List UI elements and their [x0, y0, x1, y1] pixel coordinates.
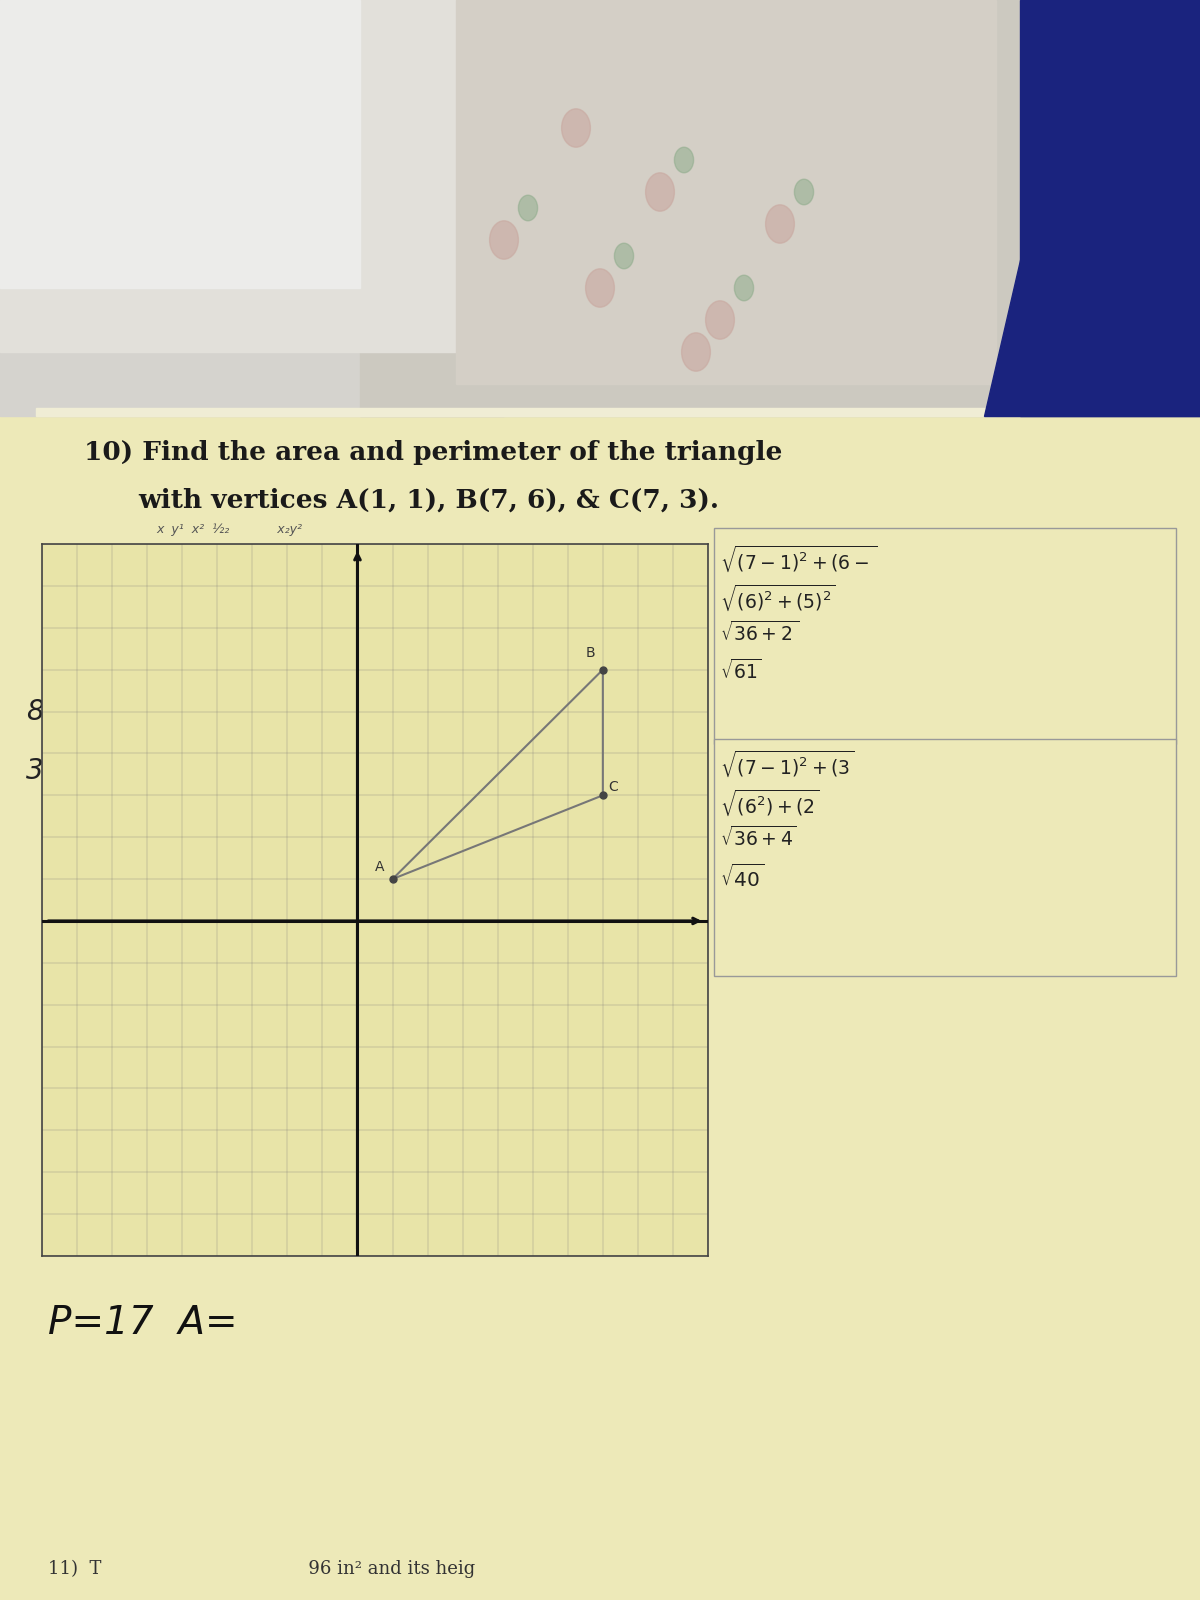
Text: with vertices A(1, 1), B(7, 6), & C(7, 3).: with vertices A(1, 1), B(7, 6), & C(7, 3…: [138, 488, 719, 514]
Circle shape: [734, 275, 754, 301]
Text: $\mathsf{\sqrt{(7-1)^2+(6-}}$: $\mathsf{\sqrt{(7-1)^2+(6-}}$: [720, 544, 877, 574]
Text: C: C: [608, 781, 618, 794]
Bar: [36, 408, 996, 416]
Circle shape: [674, 147, 694, 173]
Text: P=17  A=: P=17 A=: [48, 1304, 238, 1342]
Circle shape: [562, 109, 590, 147]
Circle shape: [766, 205, 794, 243]
Circle shape: [706, 301, 734, 339]
Bar: [1020, 0, 1200, 416]
Bar: [714, 739, 1176, 976]
Text: 10) Find the area and perimeter of the triangle: 10) Find the area and perimeter of the t…: [84, 440, 782, 466]
Text: 8: 8: [26, 698, 44, 726]
Text: $\mathsf{\sqrt{(6^2)+(2}}$: $\mathsf{\sqrt{(6^2)+(2}}$: [720, 787, 820, 818]
Text: $\mathsf{\sqrt{(6)^2+(5)^2}}$: $\mathsf{\sqrt{(6)^2+(5)^2}}$: [720, 582, 835, 613]
Text: A: A: [376, 859, 384, 874]
Bar: [0, 0, 360, 288]
Circle shape: [586, 269, 614, 307]
Text: x  y¹  x²  ½₂            x₂y²: x y¹ x² ½₂ x₂y²: [156, 523, 302, 536]
Text: $\mathsf{\sqrt{36+2\,}}$: $\mathsf{\sqrt{36+2\,}}$: [720, 621, 799, 645]
Circle shape: [794, 179, 814, 205]
Bar: [360, 0, 1020, 416]
Polygon shape: [984, 0, 1200, 416]
Circle shape: [646, 173, 674, 211]
Text: 11)  T                                    96 in² and its heig: 11) T 96 in² and its heig: [48, 1560, 475, 1578]
Circle shape: [490, 221, 518, 259]
Circle shape: [682, 333, 710, 371]
Bar: [0, 0, 504, 416]
Bar: [714, 528, 1176, 744]
Text: $\mathsf{\sqrt{(7-1)^2+(3}}$: $\mathsf{\sqrt{(7-1)^2+(3}}$: [720, 749, 854, 779]
Text: 3: 3: [26, 757, 44, 786]
Text: $\mathsf{\sqrt{61}}$: $\mathsf{\sqrt{61}}$: [720, 659, 762, 683]
Text: B: B: [586, 646, 595, 661]
Bar: [0, 0, 456, 352]
Text: $\mathsf{\sqrt{40}}$: $\mathsf{\sqrt{40}}$: [720, 864, 764, 891]
Circle shape: [518, 195, 538, 221]
Text: $\mathsf{\sqrt{36+4}}$: $\mathsf{\sqrt{36+4}}$: [720, 826, 797, 850]
Circle shape: [614, 243, 634, 269]
Bar: [456, 0, 996, 384]
